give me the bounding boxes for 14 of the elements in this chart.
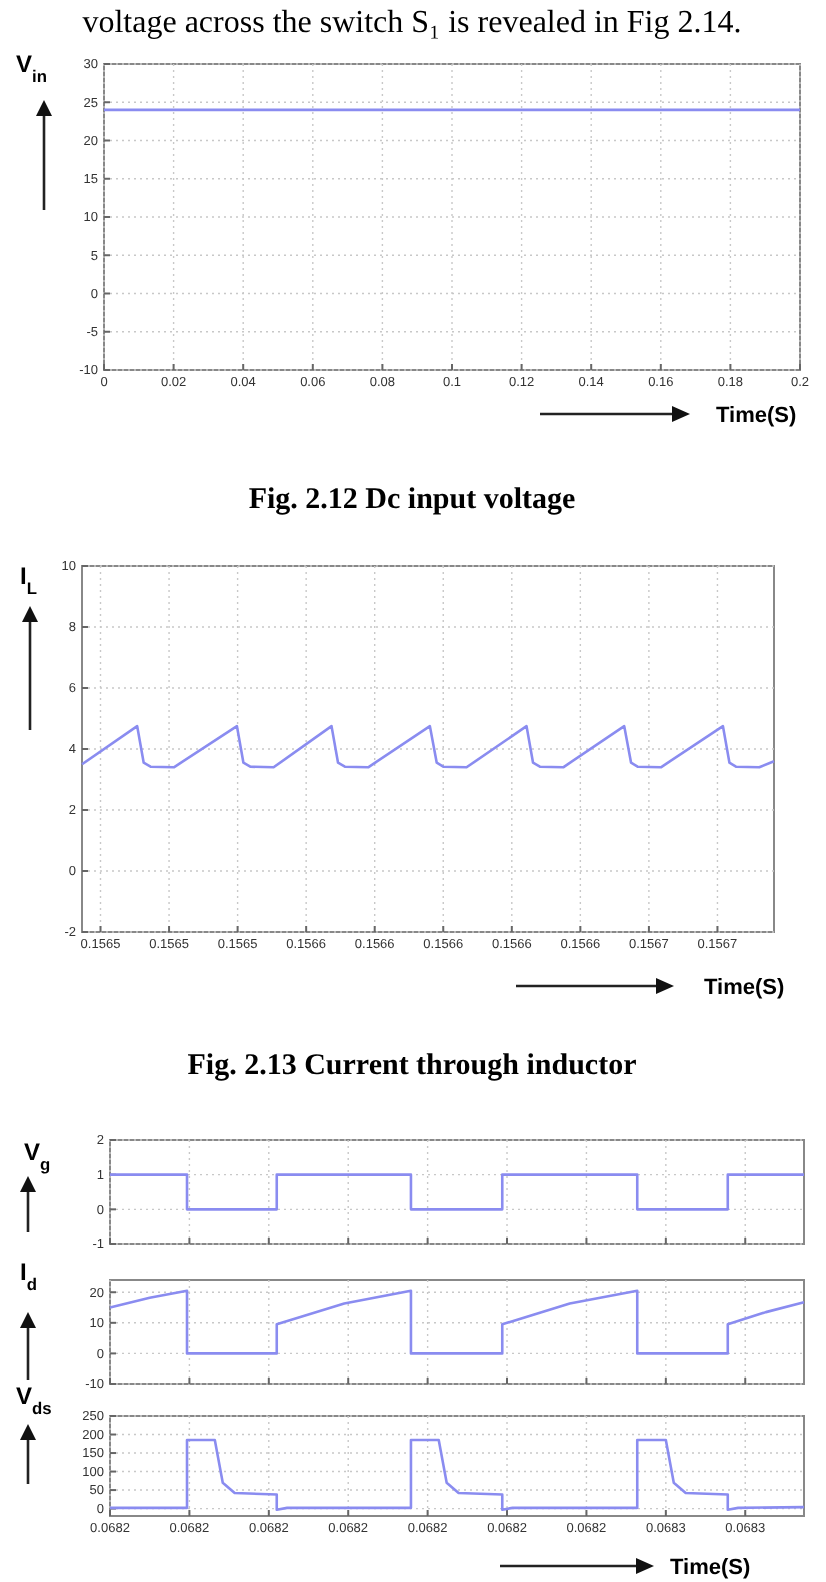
line-series bbox=[108, 1289, 806, 1355]
y-axis-title: V$_{in}$ bbox=[16, 50, 47, 86]
y-axis-title: V$_{g}$ bbox=[24, 1138, 51, 1174]
y-axis-title: I$_{d}$ bbox=[20, 1258, 37, 1294]
text: voltage across the switch S₁ is revealed in Fig 2.14. bbox=[82, 6, 742, 40]
caption: Fig. 2.13 Current through inductor bbox=[187, 1050, 638, 1082]
caption: Fig. 2.12 Dc input voltage bbox=[248, 484, 576, 516]
y-axis-title: I$_{L}$ bbox=[20, 562, 37, 598]
x-axis-title: Time(S) bbox=[704, 976, 785, 1000]
x-axis-title: Time(S) bbox=[670, 1556, 751, 1580]
line-series bbox=[108, 1438, 806, 1511]
y-axis-title: V$_{ds}$ bbox=[16, 1382, 53, 1418]
line-series bbox=[80, 724, 776, 769]
x-axis-title: Time(S) bbox=[716, 404, 797, 428]
